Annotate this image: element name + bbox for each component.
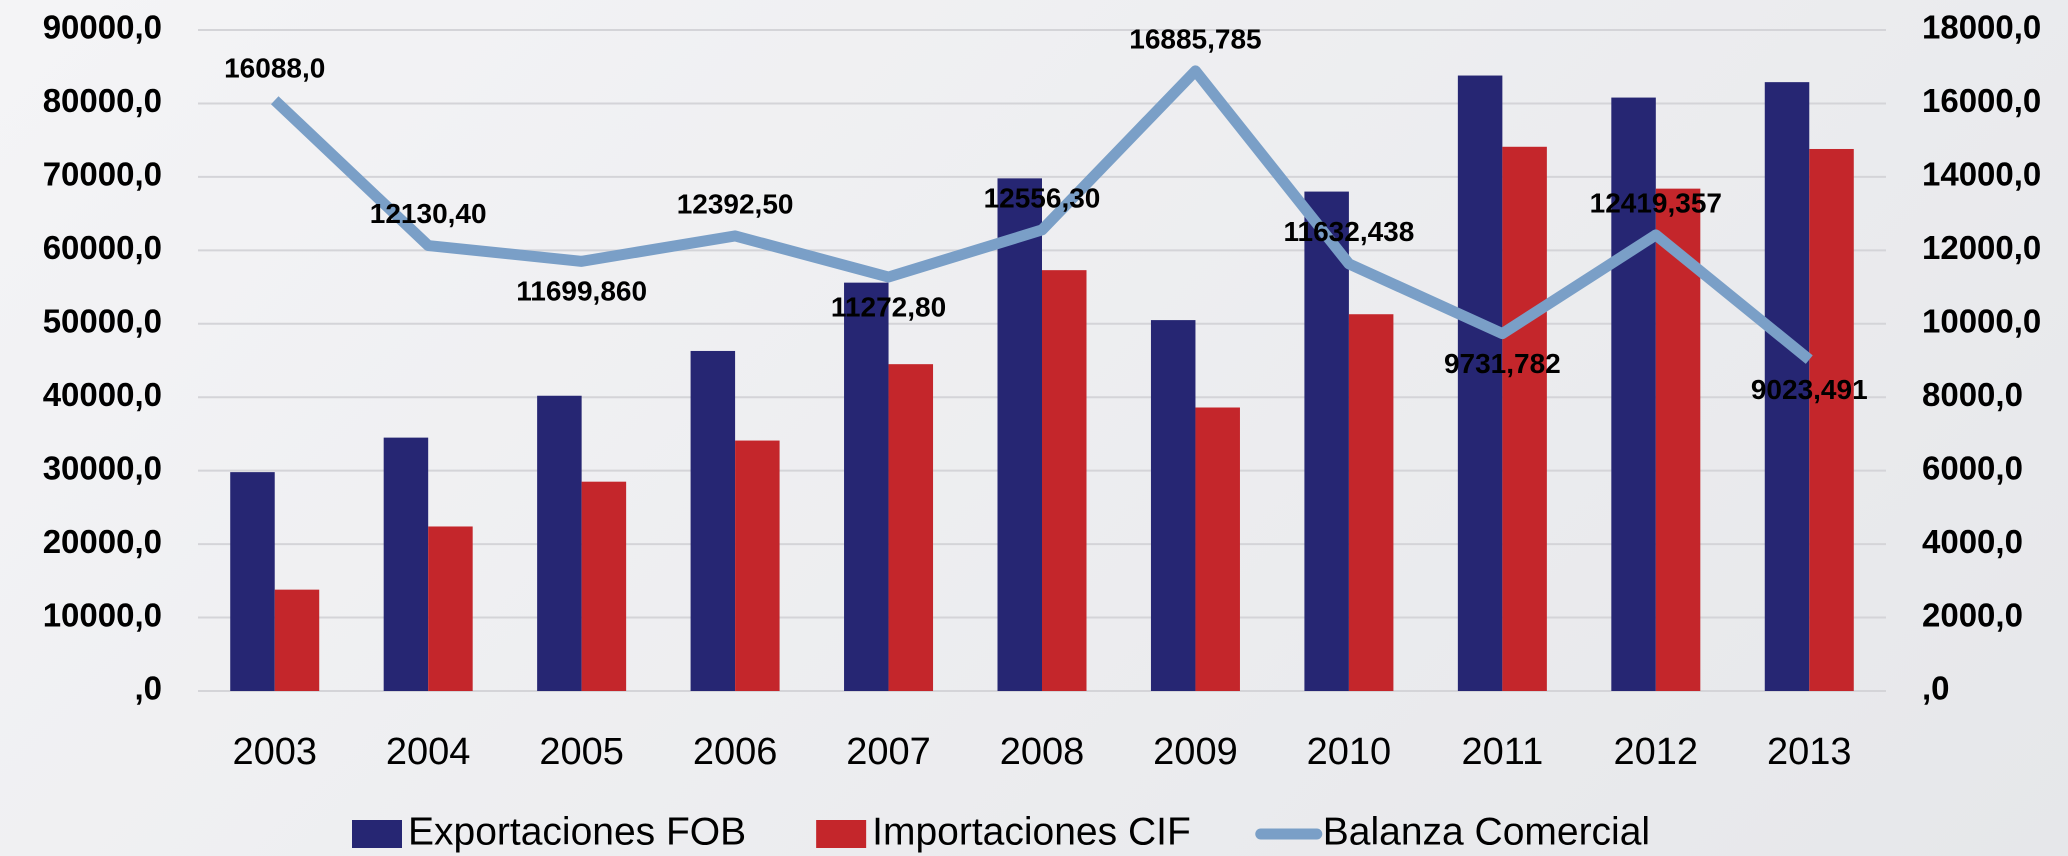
y2-tick-label: 12000,0: [1922, 229, 2041, 266]
line: [270, 65, 1813, 364]
x-tick-label: 2007: [846, 731, 931, 773]
bar: [230, 472, 275, 691]
data-label: 11699,860: [516, 276, 647, 307]
y2-tick-label: 8000,0: [1922, 376, 2023, 413]
y-tick-label: 50000,0: [43, 302, 162, 339]
x-tick-label: 2012: [1614, 731, 1699, 773]
data-label: 16885,785: [1129, 23, 1261, 54]
legend-label: Exportaciones FOB: [408, 810, 746, 853]
data-label: 9731,782: [1444, 348, 1561, 379]
bar: [1457, 75, 1503, 692]
bar: [1809, 148, 1854, 692]
y2-tick-label: 14000,0: [1922, 156, 2041, 193]
x-tick-label: 2009: [1153, 731, 1238, 773]
y2-tick-label: 16000,0: [1922, 82, 2041, 119]
bar: [1348, 314, 1394, 691]
y-tick-label: ,0: [134, 670, 162, 707]
data-label: 11632,438: [1284, 216, 1415, 247]
bar: [997, 178, 1042, 691]
y2-tick-label: 18000,0: [1922, 9, 2041, 46]
y2-tick-label: 6000,0: [1922, 449, 2023, 486]
legend-swatch: [816, 820, 867, 848]
legend-swatch: [352, 820, 402, 848]
y-tick-label: 40000,0: [43, 376, 162, 413]
bar: [888, 364, 934, 691]
bar: [428, 526, 473, 691]
data-label: 9023,491: [1751, 374, 1868, 405]
x-tick-label: 2004: [386, 731, 471, 773]
x-tick-label: 2003: [232, 731, 317, 773]
x-tick-label: 2013: [1767, 731, 1852, 773]
x-tick-label: 2006: [693, 731, 778, 773]
x-tick-label: 2008: [1000, 731, 1085, 773]
bar: [1042, 270, 1087, 691]
bar: [1150, 320, 1196, 691]
bar: [274, 589, 320, 691]
data-label: 12419,357: [1590, 187, 1722, 218]
bar: [1764, 82, 1810, 691]
y2-tick-label: 2000,0: [1922, 596, 2023, 633]
x-tick-label: 2010: [1307, 731, 1392, 773]
y-tick-label: 60000,0: [43, 229, 162, 266]
data-label: 12556,30: [984, 182, 1101, 213]
bar: [1611, 97, 1656, 691]
data-label: 11272,80: [831, 291, 946, 322]
bar: [1502, 146, 1547, 691]
y-tick-label: 30000,0: [43, 449, 162, 486]
data-label: 12392,50: [677, 188, 794, 219]
y-tick-label: 90000,0: [43, 9, 162, 46]
y2-tick-label: 10000,0: [1922, 302, 2041, 339]
data-label: 12130,40: [370, 198, 487, 229]
bar: [1195, 407, 1240, 691]
bar: [690, 350, 736, 691]
legend-label: Importaciones CIF: [872, 810, 1191, 853]
data-label: 16088,0: [224, 53, 325, 84]
bar: [581, 481, 627, 691]
bar: [383, 437, 429, 691]
y-tick-label: 70000,0: [43, 156, 162, 193]
bar: [1655, 188, 1701, 691]
bar: [537, 395, 582, 691]
legend-label: Balanza Comercial: [1323, 810, 1650, 853]
bar: [844, 282, 889, 691]
bar: [735, 440, 780, 691]
x-tick-label: 2011: [1462, 731, 1544, 773]
y-tick-label: 20000,0: [43, 523, 162, 560]
y-tick-label: 10000,0: [43, 596, 162, 633]
y-tick-label: 80000,0: [43, 82, 162, 119]
y2-tick-label: ,0: [1922, 670, 1950, 707]
y2-tick-label: 4000,0: [1922, 523, 2023, 560]
x-tick-label: 2005: [539, 731, 624, 773]
bar: [1304, 191, 1349, 692]
